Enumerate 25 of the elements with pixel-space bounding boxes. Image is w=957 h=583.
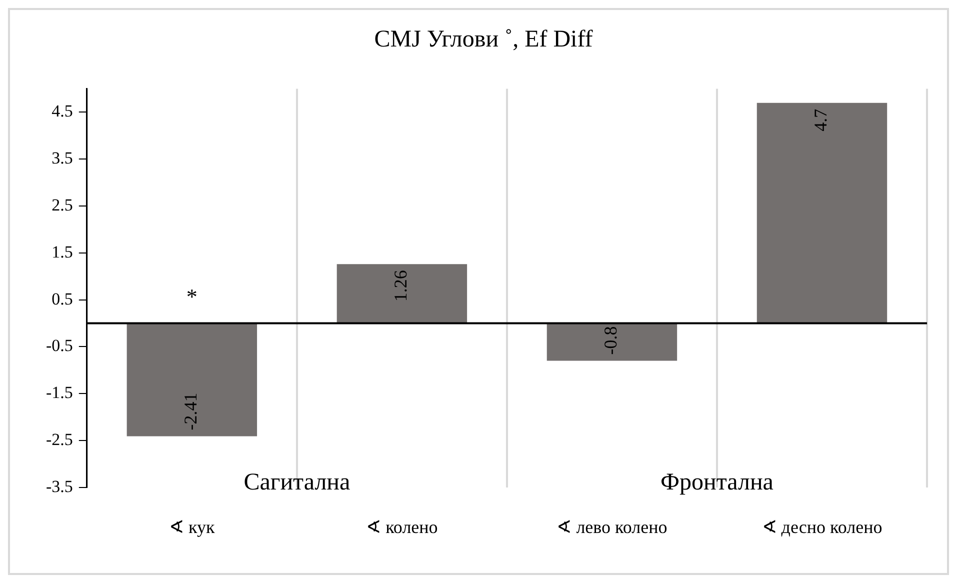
data-label: -0.8: [600, 326, 621, 355]
y-tick-label: 4.5: [52, 102, 73, 121]
y-tick-label: 2.5: [52, 196, 73, 215]
annotation: *: [186, 284, 198, 310]
data-label: 1.26: [390, 270, 411, 302]
x-tick-label: ∢ колено: [366, 516, 438, 537]
annotation: Сагитална: [244, 470, 351, 496]
y-tick-label: -1.5: [46, 383, 73, 402]
y-tick-label: 3.5: [52, 148, 73, 168]
y-tick-label: -0.5: [46, 336, 73, 356]
bar: [546, 323, 678, 361]
y-tick-label: 1.5: [52, 242, 73, 262]
annotation: Фронтална: [660, 470, 774, 496]
x-tick-label: ∢ лево колено: [556, 516, 668, 537]
bar: [336, 264, 468, 324]
bar: [126, 323, 258, 436]
x-tick-label: ∢ десно колено: [762, 516, 882, 537]
y-tick-label: -2.5: [46, 430, 73, 449]
bar: [756, 102, 888, 324]
chart-title: CMJ Углови ˚, Ef Diff: [374, 26, 593, 53]
data-label: 4.7: [810, 108, 831, 132]
data-label: -2.41: [180, 392, 201, 430]
x-tick-label: ∢ кук: [169, 516, 216, 537]
y-tick-label: -3.5: [46, 476, 73, 496]
y-tick-label: 0.5: [52, 289, 73, 308]
